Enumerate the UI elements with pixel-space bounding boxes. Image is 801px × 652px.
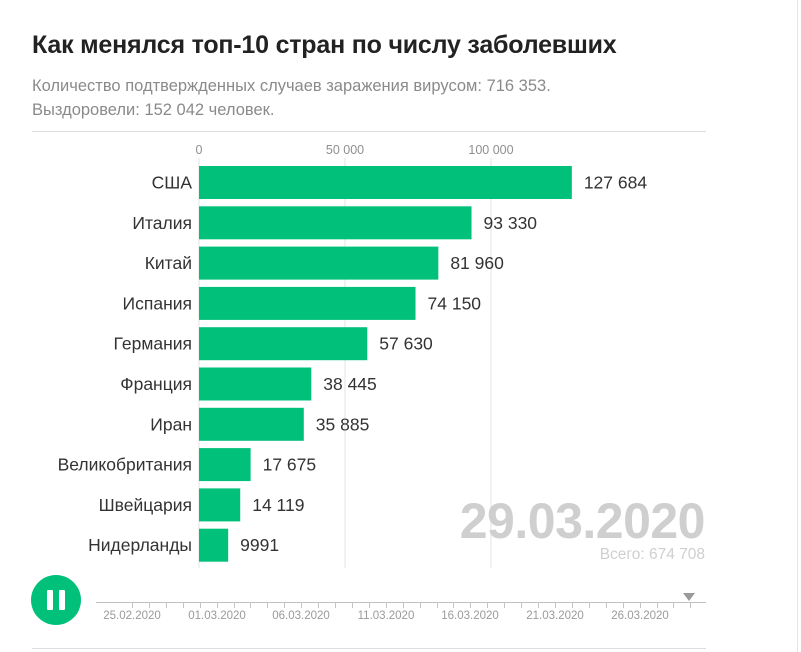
x-tick-label: 50 000 <box>326 143 364 157</box>
x-tick-label: 0 <box>196 143 203 157</box>
value-label: 57 630 <box>379 334 433 354</box>
category-label: Франция <box>120 374 192 394</box>
bar <box>199 246 439 280</box>
value-label: 14 119 <box>252 495 304 515</box>
total-cases-label: Всего: 674 708 <box>599 546 705 563</box>
bottom-divider <box>32 648 706 649</box>
value-label: 81 960 <box>450 253 504 273</box>
subtitle-cases: Количество подтвержденных случаев зараже… <box>32 77 551 95</box>
bar <box>199 286 416 320</box>
value-label: 17 675 <box>263 455 317 475</box>
bar <box>199 166 572 199</box>
category-label: Китай <box>145 253 192 273</box>
value-label: 127 684 <box>584 173 648 193</box>
current-date-label: 29.03.2020 <box>459 493 706 549</box>
category-label: США <box>152 173 193 193</box>
category-label: Швейцария <box>99 495 192 515</box>
bar <box>199 367 312 401</box>
top-divider <box>32 131 706 132</box>
value-label: 38 445 <box>323 374 377 394</box>
category-label: Великобритания <box>58 455 192 475</box>
frame-border <box>797 0 798 652</box>
x-tick-label: 100 000 <box>468 143 513 157</box>
chart-title: Как менялся топ-10 стран по числу заболе… <box>32 31 617 59</box>
value-label: 9991 <box>240 535 279 555</box>
chart-subtitle: Количество подтвержденных случаев зараже… <box>32 74 551 122</box>
category-label: Германия <box>114 334 192 354</box>
bar <box>199 327 368 361</box>
timeline-handle[interactable] <box>683 593 695 601</box>
category-label: Италия <box>132 213 192 233</box>
pause-icon <box>47 590 53 610</box>
bar <box>199 528 229 562</box>
bar <box>199 448 251 482</box>
category-label: Нидерланды <box>88 535 192 555</box>
category-label: Иран <box>150 414 192 434</box>
value-label: 93 330 <box>484 213 538 233</box>
pause-button[interactable] <box>31 575 81 625</box>
value-label: 35 885 <box>316 414 370 434</box>
value-label: 74 150 <box>428 293 482 313</box>
bar <box>199 488 241 522</box>
subtitle-recovered: Выздоровели: 152 042 человек. <box>32 101 275 119</box>
bar <box>199 206 472 240</box>
bar <box>199 407 304 441</box>
category-label: Испания <box>123 293 192 313</box>
pause-icon-bar <box>59 590 65 610</box>
